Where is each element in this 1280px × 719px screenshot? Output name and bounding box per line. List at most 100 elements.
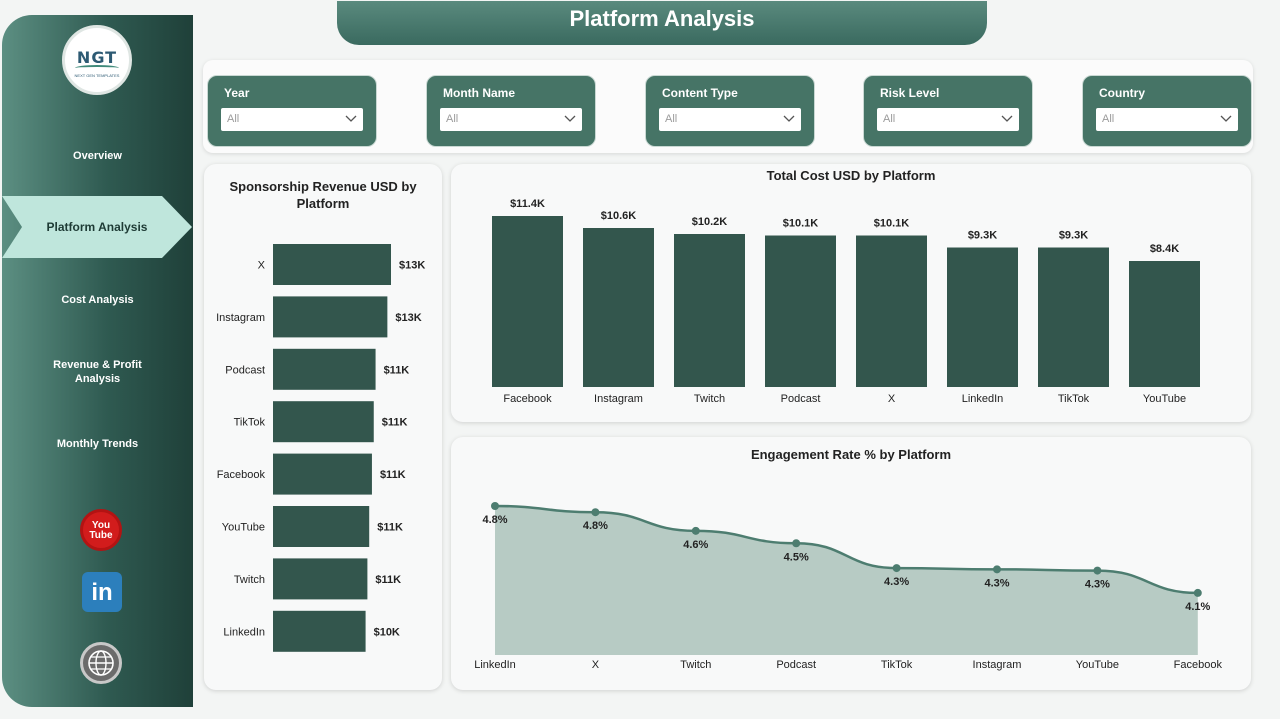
page-header: Platform Analysis bbox=[337, 1, 987, 45]
slicer-label: Year bbox=[224, 86, 250, 100]
engagement-rate-chart: 4.8% LinkedIn 4.8% X 4.6% Twitch 4.5% Podcast 4.… bbox=[474, 502, 1222, 671]
bar[interactable] bbox=[947, 247, 1018, 388]
category-label: X bbox=[592, 659, 600, 671]
dropdown-value: All bbox=[227, 113, 240, 125]
category-label: TikTok bbox=[881, 659, 913, 671]
data-point[interactable] bbox=[591, 508, 600, 517]
logo-swoosh-icon bbox=[75, 65, 119, 71]
data-point[interactable] bbox=[1093, 566, 1102, 575]
bar[interactable] bbox=[1129, 261, 1200, 387]
data-point[interactable] bbox=[892, 564, 901, 573]
bar[interactable] bbox=[674, 234, 745, 387]
dropdown-value: All bbox=[1102, 113, 1115, 125]
year-dropdown[interactable]: All bbox=[221, 108, 363, 131]
category-label: LinkedIn bbox=[223, 626, 265, 638]
chevron-down-icon bbox=[1001, 115, 1013, 122]
bar[interactable] bbox=[492, 216, 563, 387]
slicer-label: Month Name bbox=[443, 86, 515, 100]
bar[interactable] bbox=[273, 244, 391, 285]
slicer-month-name: Month Name All bbox=[426, 75, 596, 147]
bar[interactable] bbox=[583, 228, 654, 387]
slicer-label: Content Type bbox=[662, 86, 738, 100]
chevron-down-icon bbox=[783, 115, 795, 122]
logo-text: NGT bbox=[76, 48, 118, 67]
slicer-risk-level: Risk Level All bbox=[863, 75, 1033, 147]
chart-title: Total Cost USD by Platform bbox=[766, 168, 936, 183]
category-label: X bbox=[888, 393, 896, 405]
data-label: 4.5% bbox=[784, 551, 809, 563]
category-label: Podcast bbox=[781, 393, 821, 405]
category-label: Instagram bbox=[216, 312, 265, 324]
bar[interactable] bbox=[273, 348, 376, 390]
chart-title: Sponsorship Revenue USD by Platform bbox=[229, 179, 417, 211]
data-label: 4.3% bbox=[884, 576, 909, 588]
chevron-down-icon bbox=[1220, 115, 1232, 122]
bar[interactable] bbox=[273, 453, 372, 495]
data-point[interactable] bbox=[491, 502, 499, 510]
category-label: X bbox=[258, 260, 266, 272]
data-label: $10.6K bbox=[601, 210, 637, 222]
bar[interactable] bbox=[273, 296, 388, 338]
data-label: $11K bbox=[375, 574, 401, 586]
data-label: $10.2K bbox=[692, 216, 728, 228]
data-point[interactable] bbox=[993, 565, 1001, 574]
dropdown-value: All bbox=[446, 113, 459, 125]
data-point[interactable] bbox=[1193, 588, 1202, 597]
category-label: YouTube bbox=[222, 522, 265, 534]
category-label: TikTok bbox=[234, 417, 266, 429]
nav-item-label: Platform Analysis bbox=[46, 220, 148, 234]
data-label: $10K bbox=[374, 626, 400, 638]
category-label: Instagram bbox=[973, 659, 1022, 671]
nav-item-monthly-trends[interactable]: Monthly Trends bbox=[2, 437, 193, 451]
data-label: $8.4K bbox=[1150, 243, 1179, 255]
bar[interactable] bbox=[273, 401, 374, 443]
data-label: $11.4K bbox=[510, 198, 545, 210]
youtube-icon[interactable]: You Tube bbox=[80, 509, 122, 551]
dropdown-value: All bbox=[665, 113, 678, 125]
globe-icon[interactable] bbox=[80, 642, 122, 684]
data-label: $10.1K bbox=[874, 218, 910, 230]
page-title: Platform Analysis bbox=[569, 6, 755, 31]
linkedin-icon-text: in bbox=[91, 579, 113, 606]
total-cost-chart: $11.4K Facebook $10.6K Instagram $10.2K Twitc… bbox=[492, 198, 1200, 405]
data-label: $11K bbox=[384, 364, 410, 376]
nav-item-overview[interactable]: Overview bbox=[2, 149, 193, 163]
data-label: 4.6% bbox=[683, 539, 708, 551]
bar[interactable] bbox=[856, 235, 927, 388]
chevron-down-icon bbox=[345, 115, 357, 122]
category-label: Facebook bbox=[503, 393, 552, 405]
data-label: $9.3K bbox=[1059, 230, 1088, 242]
nav-item-label: Revenue & Profit Analysis bbox=[53, 359, 142, 385]
bar[interactable] bbox=[1038, 247, 1109, 388]
data-label: $11K bbox=[382, 417, 408, 429]
bar[interactable] bbox=[273, 506, 370, 547]
data-label: 4.3% bbox=[1085, 579, 1110, 591]
data-point[interactable] bbox=[792, 539, 801, 548]
slicer-country: Country All bbox=[1082, 75, 1252, 147]
category-label: YouTube bbox=[1076, 659, 1119, 671]
category-label: LinkedIn bbox=[962, 393, 1004, 405]
country-dropdown[interactable]: All bbox=[1096, 108, 1238, 131]
risk-level-dropdown[interactable]: All bbox=[877, 108, 1019, 131]
area-fill bbox=[495, 506, 1198, 655]
bar[interactable] bbox=[765, 235, 836, 388]
data-point[interactable] bbox=[691, 526, 700, 535]
month-name-dropdown[interactable]: All bbox=[440, 108, 582, 131]
content-type-dropdown[interactable]: All bbox=[659, 108, 801, 131]
data-label: 4.8% bbox=[482, 514, 507, 526]
category-label: Instagram bbox=[594, 393, 643, 405]
bar[interactable] bbox=[273, 558, 368, 600]
category-label: LinkedIn bbox=[474, 659, 516, 671]
category-label: Twitch bbox=[234, 574, 265, 586]
logo: NGT NEXT GEN TEMPLATES bbox=[62, 25, 132, 95]
series-line bbox=[494, 504, 1198, 595]
data-label: $11K bbox=[380, 469, 406, 481]
nav-item-label: Monthly Trends bbox=[56, 438, 139, 450]
linkedin-icon[interactable]: in bbox=[82, 572, 122, 612]
nav-item-platform-analysis[interactable]: Platform Analysis bbox=[2, 196, 192, 258]
nav-item-revenue-profit-analysis[interactable]: Revenue & Profit Analysis bbox=[2, 358, 193, 386]
bar[interactable] bbox=[273, 610, 366, 652]
nav-item-cost-analysis[interactable]: Cost Analysis bbox=[2, 293, 193, 307]
sponsorship-revenue-chart: X $13K Instagram $13K Podcast $11K TikTok $11K F… bbox=[216, 244, 425, 652]
